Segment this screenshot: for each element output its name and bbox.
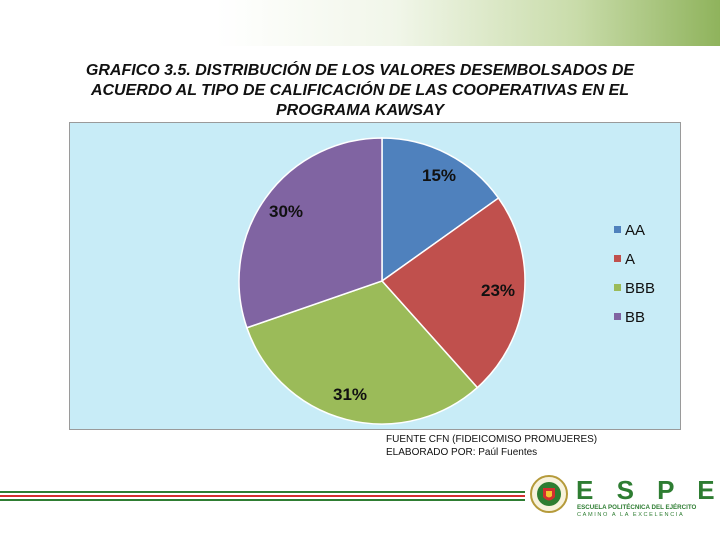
title-line-3: PROGRAMA KAWSAY bbox=[276, 102, 444, 119]
espe-logo: E S P E ESCUELA POLITÉCNICA DEL EJÉRCITO… bbox=[530, 475, 718, 518]
title-line-1: GRAFICO 3.5. DISTRIBUCIÓN DE LOS VALORES… bbox=[85, 62, 635, 79]
svg-text:ESCUELA POLITÉCNICA DEL EJÉRCI: ESCUELA POLITÉCNICA DEL EJÉRCITO bbox=[577, 503, 696, 511]
svg-text:E S P E: E S P E bbox=[576, 475, 718, 505]
pie-slice-aa bbox=[381, 137, 500, 283]
legend-item-aa: AA bbox=[614, 222, 645, 242]
data-label-bbb: 31% bbox=[333, 385, 367, 404]
legend-swatch bbox=[614, 225, 621, 233]
legend-item-bb: BB bbox=[614, 309, 645, 329]
legend-swatch bbox=[614, 254, 621, 262]
data-label-aa: 15% bbox=[422, 166, 456, 185]
pie-slice-bbb bbox=[245, 280, 479, 425]
chart-title: GRAFICO 3.5. DISTRIBUCIÓN DE LOS VALORES… bbox=[20, 61, 700, 121]
pie-slice-bb bbox=[238, 137, 383, 329]
legend-swatch bbox=[614, 312, 621, 320]
author-line: ELABORADO POR: Paúl Fuentes bbox=[386, 447, 538, 458]
header-band bbox=[0, 0, 720, 46]
legend-item-a: A bbox=[614, 251, 635, 271]
legend-label: A bbox=[625, 251, 636, 268]
legend-label: BB bbox=[625, 309, 646, 326]
svg-text:CAMINO A LA EXCELENCIA: CAMINO A LA EXCELENCIA bbox=[577, 512, 684, 518]
legend-label: BBB bbox=[625, 280, 656, 297]
pie-slice-a bbox=[380, 197, 526, 389]
source-line: FUENTE CFN (FIDEICOMISO PROMUJERES) bbox=[386, 434, 598, 445]
data-label-bb: 30% bbox=[269, 202, 303, 221]
legend-item-bbb: BBB bbox=[614, 280, 655, 300]
data-label-a: 23% bbox=[481, 281, 515, 300]
legend-swatch bbox=[614, 283, 621, 291]
title-line-2: ACUERDO AL TIPO DE CALIFICACIÓN DE LAS C… bbox=[90, 82, 630, 99]
footer-stripes bbox=[0, 491, 525, 501]
legend-label: AA bbox=[625, 222, 646, 239]
source-note: FUENTE CFN (FIDEICOMISO PROMUJERES) ELAB… bbox=[386, 433, 597, 459]
